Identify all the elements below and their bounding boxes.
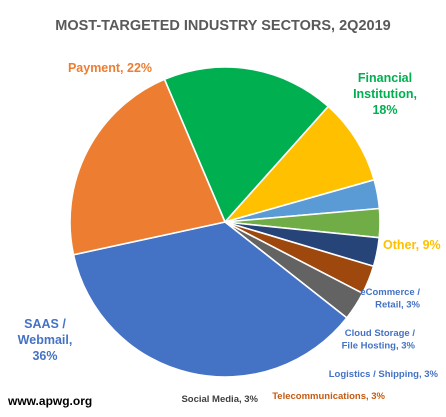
pie-slice-payment xyxy=(69,78,226,256)
pie-slice-saas-webmail xyxy=(72,221,348,378)
slice-label-line: Financial xyxy=(358,71,412,85)
chart-title: MOST-TARGETED INDUSTRY SECTORS, 2Q2019 xyxy=(55,18,390,34)
slice-label-line: Institution, xyxy=(353,87,417,101)
slice-label: Logistics / Shipping, 3% xyxy=(329,369,439,380)
slice-labels: Financial Institution, 18% Other, 9% eCommer… xyxy=(18,61,441,405)
slice-label: Other, 9% xyxy=(383,238,441,252)
slice-label: Cloud Storage / File Hosting, 3% xyxy=(342,328,416,352)
pie-slice-financial-institution xyxy=(163,66,330,223)
slice-label-line: eCommerce / xyxy=(360,287,420,298)
slice-label-line: Webmail, xyxy=(18,333,73,347)
slice-label: Social Media, 3% xyxy=(181,394,258,405)
source-url: www.apwg.org xyxy=(7,394,92,408)
slice-label-line: Payment, 22% xyxy=(68,61,152,75)
slice-label-line: File Hosting, 3% xyxy=(342,341,416,352)
slice-label-line: Cloud Storage / xyxy=(345,328,416,339)
slice-label: Telecommunications, 3% xyxy=(272,391,385,402)
pie-slices xyxy=(69,66,381,378)
slice-label-line: Social Media, 3% xyxy=(181,394,258,405)
slice-label-line: 36% xyxy=(32,349,57,363)
slice-label: SAAS / Webmail, 36% xyxy=(18,317,73,363)
pie-slice-other xyxy=(224,105,375,223)
slice-label-line: SAAS / xyxy=(24,317,66,331)
slice-label: Payment, 22% xyxy=(68,61,152,75)
slice-label-line: Telecommunications, 3% xyxy=(272,391,385,402)
slice-label-line: Logistics / Shipping, 3% xyxy=(329,369,439,380)
slice-label: Financial Institution, 18% xyxy=(353,71,417,117)
slice-label: eCommerce / Retail, 3% xyxy=(360,287,420,311)
slice-label-line: 18% xyxy=(372,103,397,117)
slice-label-line: Retail, 3% xyxy=(375,300,420,311)
slice-label-line: Other, 9% xyxy=(383,238,441,252)
